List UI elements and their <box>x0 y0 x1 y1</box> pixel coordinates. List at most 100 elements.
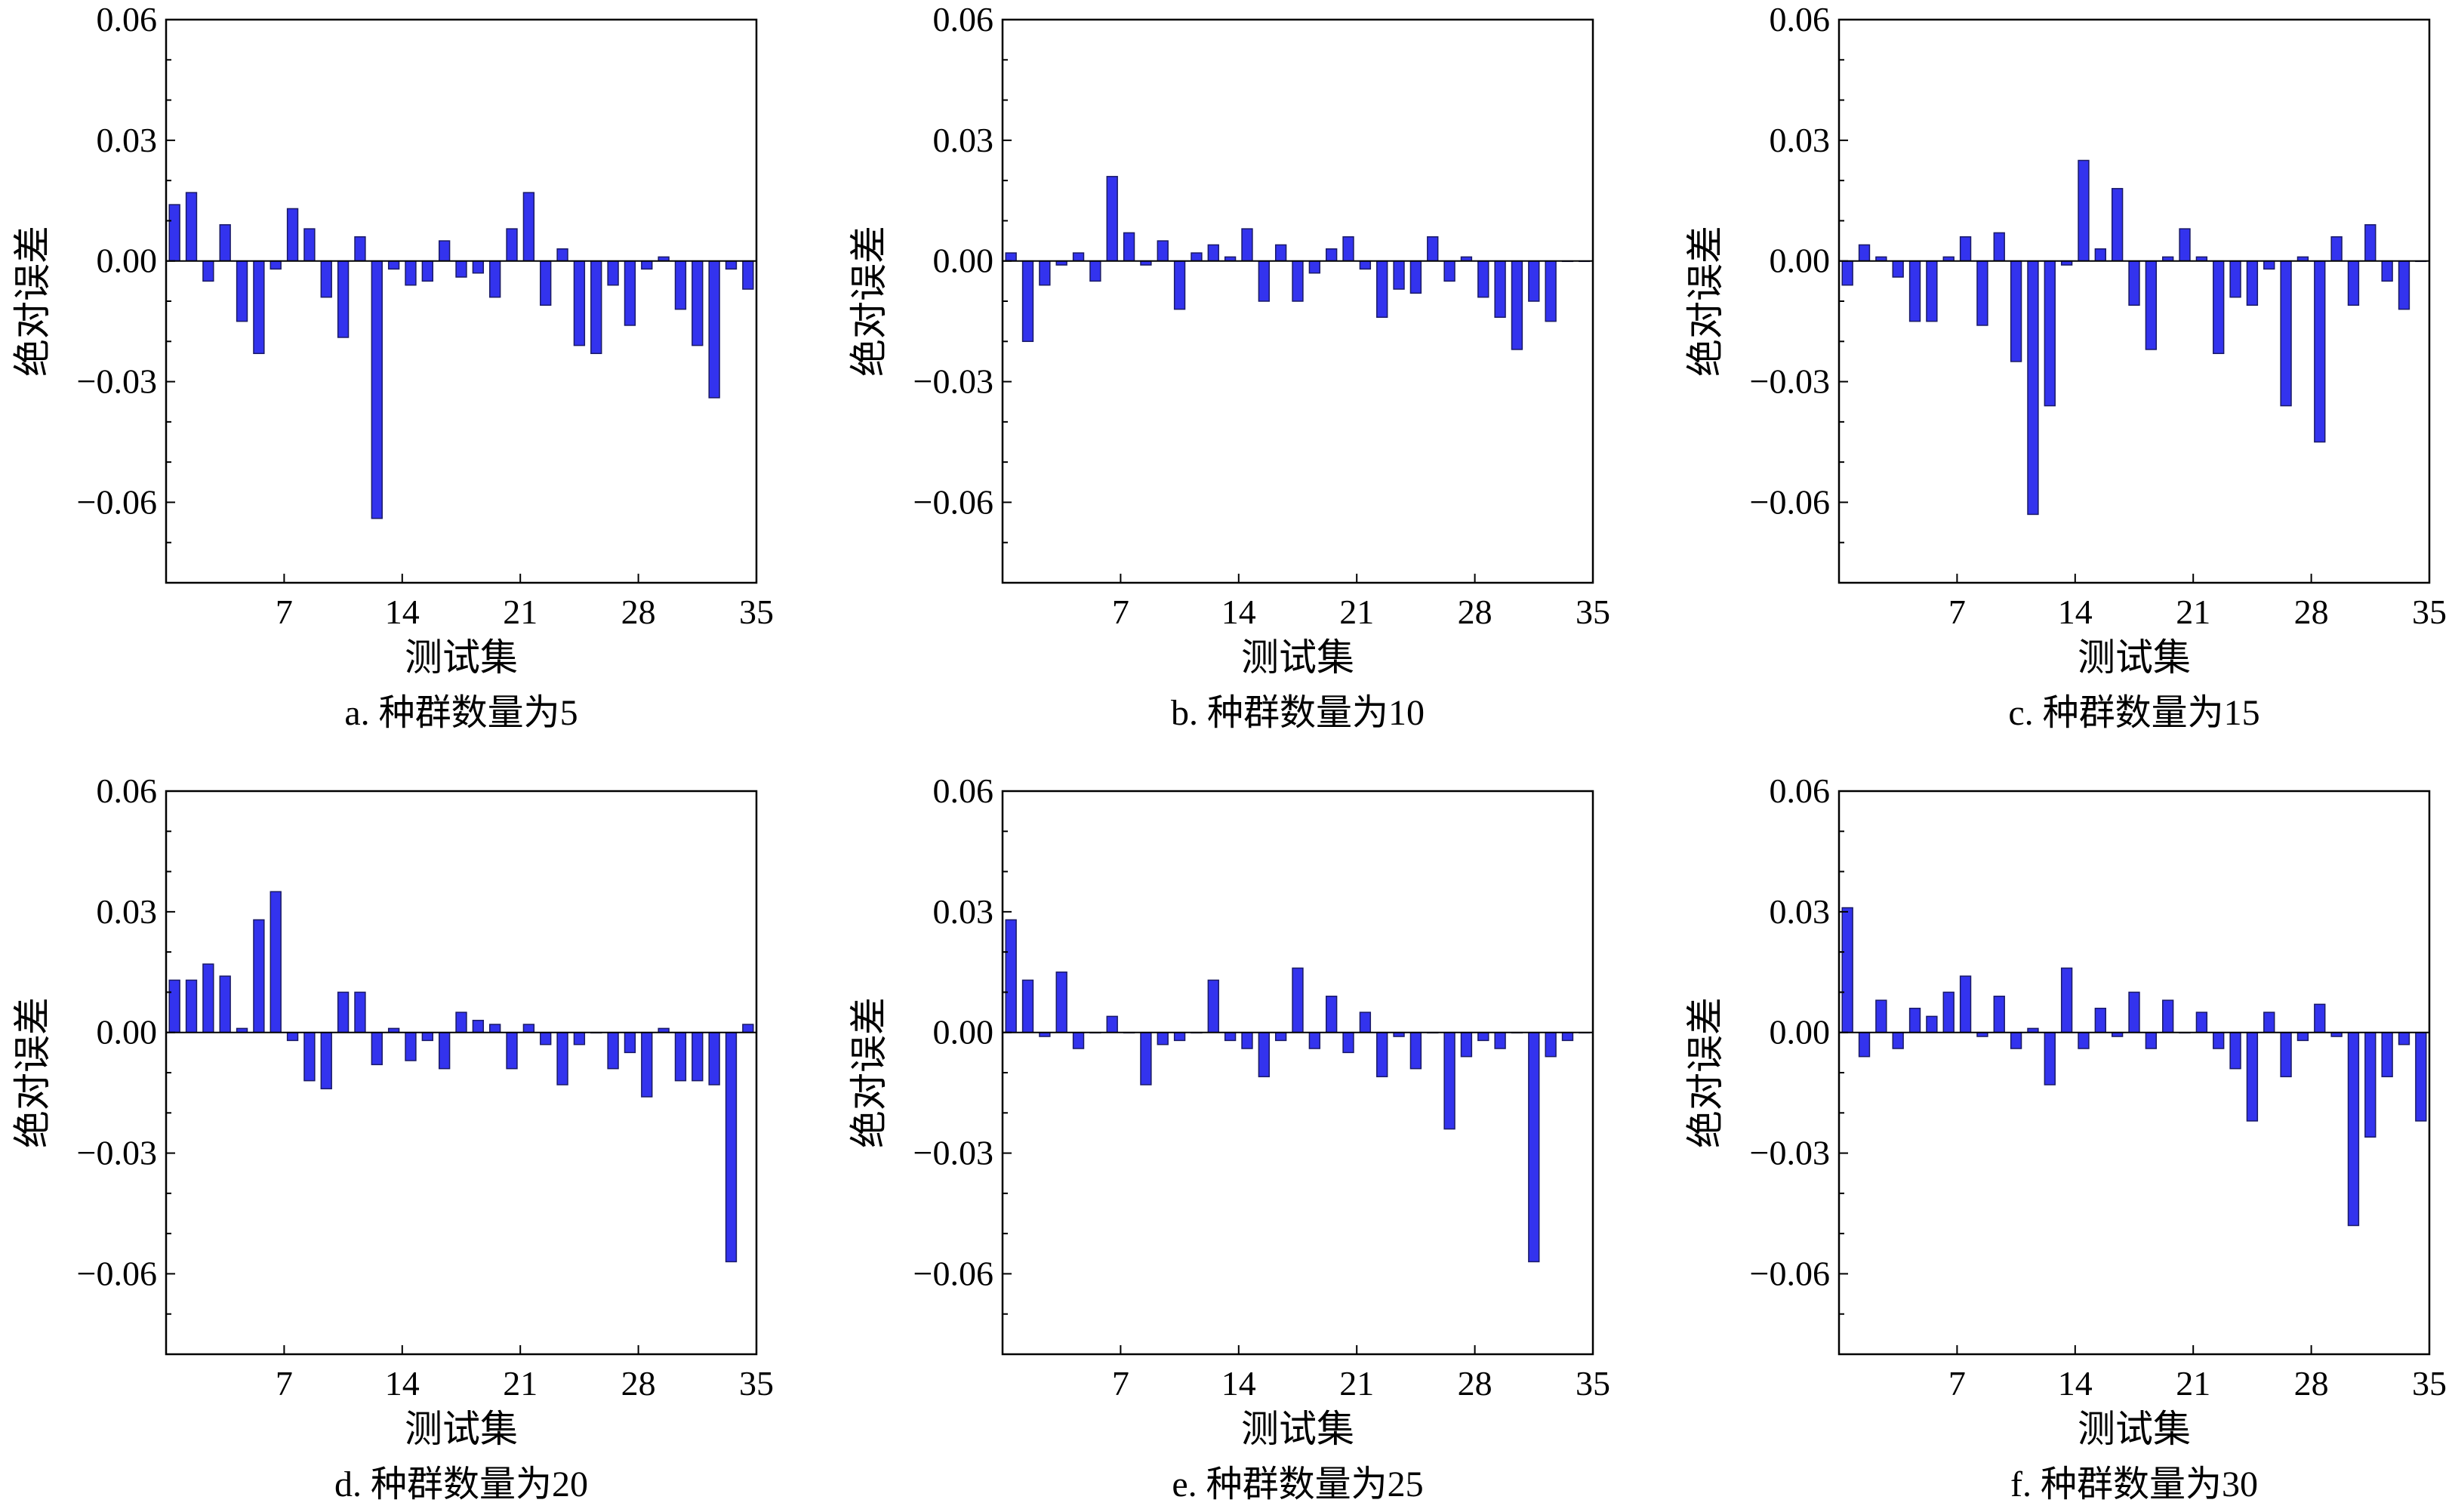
bar <box>1376 260 1388 319</box>
x-tick-label: 28 <box>621 593 656 631</box>
chart-panel-3: 0.06 0.03 0.00 −0.03 −0.06 7 14 21 28 35 测试集 绝对误差 c.… <box>1684 0 2447 733</box>
x-tick-label: 35 <box>739 1364 774 1403</box>
bar <box>1274 244 1287 262</box>
bar <box>1561 1031 1574 1042</box>
bar <box>2044 260 2056 407</box>
bar <box>1926 260 1938 322</box>
bar <box>2094 1007 2106 1033</box>
bar <box>725 260 738 270</box>
bar <box>1274 1031 1287 1042</box>
bar <box>692 1031 704 1082</box>
bar <box>2044 1031 2056 1085</box>
bar <box>2128 260 2140 306</box>
bar <box>1241 228 1253 262</box>
bar <box>1477 260 1489 298</box>
bar <box>1106 176 1118 262</box>
y-tick-label: 0.03 <box>933 121 994 159</box>
y-tick-label: 0.03 <box>97 892 158 931</box>
bar <box>354 991 366 1033</box>
bar <box>1443 1031 1455 1130</box>
subplot-caption: a. 种群数量为5 <box>344 693 578 733</box>
x-tick-label: 28 <box>2294 593 2329 631</box>
y-axis-label: 绝对误差 <box>848 226 890 377</box>
bar <box>219 224 231 262</box>
bar <box>1308 260 1321 274</box>
chart-panel-4: 0.06 0.03 0.00 −0.03 −0.06 7 14 21 28 35 测试集 绝对误差 d.… <box>11 771 774 1504</box>
bar <box>2094 248 2106 262</box>
y-tick-label: −0.03 <box>1750 1134 1830 1172</box>
bar <box>1072 1031 1085 1049</box>
bar <box>1858 1031 1871 1058</box>
subplot-caption: c. 种群数量为15 <box>2008 693 2259 733</box>
bar <box>2213 260 2225 355</box>
x-tick-label: 14 <box>1221 1364 1256 1403</box>
y-tick-label: −0.06 <box>913 1254 993 1292</box>
bar <box>2314 260 2326 443</box>
x-tick-label: 21 <box>2176 593 2210 631</box>
bar <box>1858 244 1871 262</box>
subplot-caption: e. 种群数量为25 <box>1172 1464 1423 1504</box>
bar <box>1875 999 1887 1033</box>
bar <box>641 260 653 270</box>
bar <box>2347 260 2360 306</box>
bar <box>540 260 552 306</box>
bar <box>1021 979 1034 1033</box>
y-tick-label: −0.06 <box>1750 1254 1830 1292</box>
x-tick-label: 7 <box>276 1364 293 1403</box>
y-tick-label: −0.03 <box>913 362 993 401</box>
bar <box>2010 1031 2022 1049</box>
bar <box>1427 236 1439 262</box>
x-tick-label: 14 <box>385 593 420 631</box>
x-tick-label: 35 <box>1576 593 1610 631</box>
bar <box>1258 1031 1270 1078</box>
subplot-caption: d. 种群数量为20 <box>334 1464 588 1504</box>
bar <box>2246 1031 2259 1122</box>
y-tick-label: 0.03 <box>97 121 158 159</box>
bar <box>1993 232 2005 262</box>
bar <box>1376 1031 1388 1078</box>
x-tick-label: 35 <box>2412 1364 2447 1403</box>
y-tick-label: 0.06 <box>1770 771 1831 810</box>
bar <box>742 1024 754 1033</box>
y-tick-label: −0.06 <box>913 482 993 521</box>
plot-frame <box>1001 790 1594 1356</box>
bar <box>708 1031 720 1085</box>
bar <box>1409 260 1422 294</box>
y-tick-label: 0.00 <box>1770 242 1831 280</box>
bar <box>522 192 535 262</box>
x-tick-label: 35 <box>2412 593 2447 631</box>
y-tick-label: −0.03 <box>77 1134 157 1172</box>
bar <box>168 979 180 1033</box>
bar <box>270 891 282 1033</box>
bar <box>1393 260 1405 290</box>
bar <box>1477 1031 1489 1042</box>
bar <box>1308 1031 1321 1049</box>
x-axis-label: 测试集 <box>1241 636 1354 679</box>
bar <box>1326 996 1338 1033</box>
bar <box>1528 1031 1540 1263</box>
bar <box>2111 188 2124 262</box>
bar <box>236 260 248 322</box>
bar <box>1342 236 1354 262</box>
bar <box>202 260 214 282</box>
x-tick-label: 14 <box>2058 593 2093 631</box>
bar <box>641 1031 653 1098</box>
bar <box>371 1031 383 1066</box>
x-tick-label: 28 <box>1458 593 1492 631</box>
bar <box>1241 1031 1253 1049</box>
bar <box>253 260 265 355</box>
y-tick-label: 0.06 <box>97 771 158 810</box>
chart-panel-2: 0.06 0.03 0.00 −0.03 −0.06 7 14 21 28 35 测试集 绝对误差 b.… <box>848 0 1610 733</box>
bar <box>421 260 433 282</box>
bar <box>1908 260 1921 322</box>
bar <box>556 248 568 262</box>
bar <box>2010 260 2022 362</box>
bar <box>2263 1012 2275 1033</box>
bar <box>1157 1031 1169 1045</box>
bar <box>2280 1031 2292 1078</box>
bar <box>1841 260 1853 286</box>
chart-panel-5: 0.06 0.03 0.00 −0.03 −0.06 7 14 21 28 35 测试集 绝对误差 e.… <box>848 771 1610 1504</box>
bar <box>405 1031 417 1061</box>
y-tick-label: 0.00 <box>97 1013 158 1052</box>
x-axis-label: 测试集 <box>405 636 518 679</box>
